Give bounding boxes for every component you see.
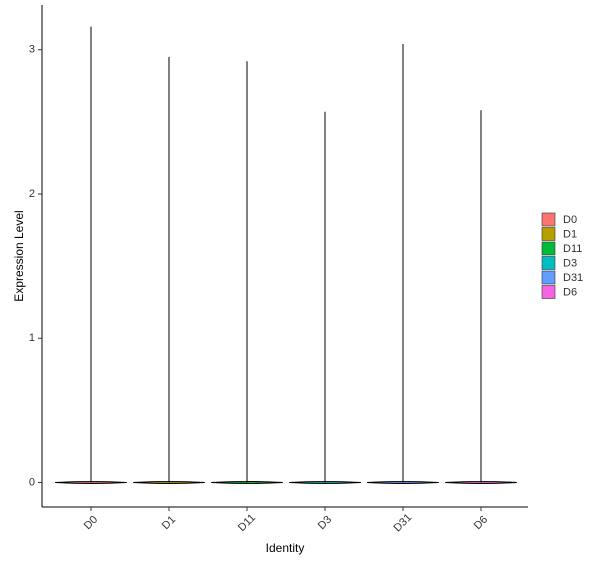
x-tick-label: D31 xyxy=(392,512,415,535)
x-tick-label: D1 xyxy=(160,514,178,532)
violin xyxy=(211,61,283,484)
violin xyxy=(55,26,127,484)
x-tick-label: D0 xyxy=(82,514,100,532)
violin xyxy=(367,43,439,484)
x-tick-label: D11 xyxy=(236,512,258,534)
legend-swatch xyxy=(541,241,556,256)
legend-label: D6 xyxy=(563,286,577,298)
x-axis-title: Identity xyxy=(266,541,305,555)
violin xyxy=(289,111,361,484)
y-tick-label: 3 xyxy=(29,44,35,56)
legend-swatch xyxy=(541,212,556,227)
legend-swatch xyxy=(541,285,556,299)
y-axis-title: Expression Level xyxy=(12,210,26,301)
legend-label: D0 xyxy=(563,214,577,226)
legend-swatch xyxy=(541,256,556,270)
x-tick-label: D3 xyxy=(316,514,334,532)
legend-label: D3 xyxy=(563,257,577,269)
y-tick-label: 2 xyxy=(29,188,35,200)
legend-label: D31 xyxy=(563,272,583,284)
y-tick-label: 1 xyxy=(29,332,35,344)
legend-swatch xyxy=(541,270,556,285)
x-tick-label: D6 xyxy=(472,514,490,532)
legend-label: D1 xyxy=(563,228,577,240)
violin xyxy=(133,56,205,484)
violin xyxy=(445,110,517,484)
y-tick-label: 0 xyxy=(29,476,35,488)
legend-label: D11 xyxy=(563,243,582,255)
legend-swatch xyxy=(541,227,556,241)
